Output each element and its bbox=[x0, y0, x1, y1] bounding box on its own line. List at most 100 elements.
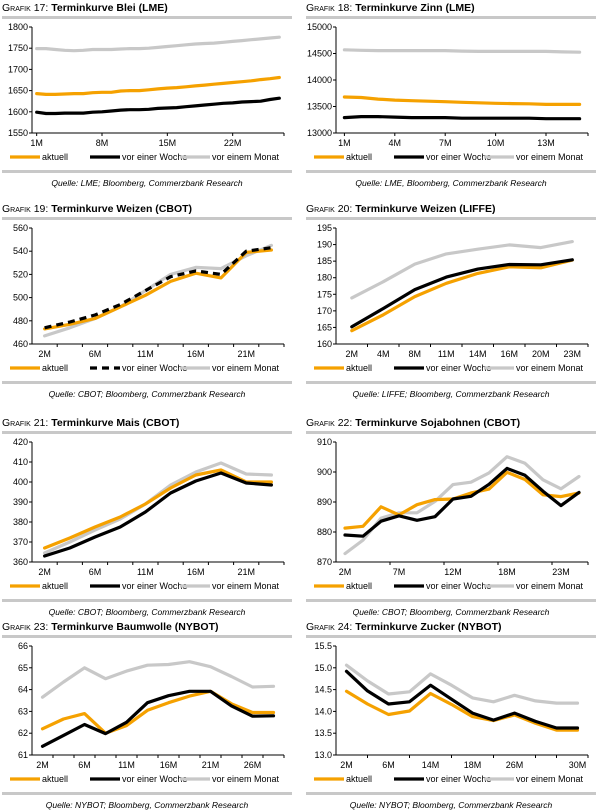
chart-title: Grafik 20: Terminkurve Weizen (LIFFE) bbox=[306, 203, 596, 216]
title-text: Terminkurve Mais (CBOT) bbox=[51, 417, 180, 429]
x-tick-label: 8M bbox=[96, 138, 109, 148]
y-tick-label: 1650 bbox=[8, 86, 28, 96]
y-tick-label: 480 bbox=[13, 316, 28, 326]
chart-panel-g24: Grafik 24: Terminkurve Zucker (NYBOT) 13… bbox=[306, 621, 596, 811]
x-tick-label: 2M bbox=[339, 567, 352, 577]
series-line-woche bbox=[344, 669, 580, 730]
y-tick-label: 195 bbox=[317, 223, 332, 233]
chart-panel-g23: Grafik 23: Terminkurve Baumwolle (NYBOT)… bbox=[2, 621, 292, 811]
title-prefix: Grafik bbox=[2, 417, 31, 429]
x-tick-label: 6M bbox=[78, 760, 91, 770]
y-tick-label: 360 bbox=[13, 557, 28, 567]
chart-panel-g18: Grafik 18: Terminkurve Zinn (LME) 13000 1… bbox=[306, 2, 596, 189]
legend-label-woche: vor einer Woche bbox=[122, 363, 187, 373]
chart-title: Grafik 17: Terminkurve Blei (LME) bbox=[2, 2, 292, 15]
y-tick-label: 170 bbox=[317, 306, 332, 316]
y-tick-label: 65 bbox=[18, 663, 28, 673]
chart-title: Grafik 21: Terminkurve Mais (CBOT) bbox=[2, 417, 292, 430]
y-tick-label: 1750 bbox=[8, 43, 28, 53]
x-tick-label: 11M bbox=[438, 349, 455, 359]
x-tick-label: 1M bbox=[338, 138, 351, 148]
legend-label-monat: vor einem Monat bbox=[516, 581, 584, 591]
chart-source: Quelle: LIFFE; Bloomberg, Commerzbank Re… bbox=[352, 389, 550, 399]
title-number: 23: bbox=[33, 621, 49, 633]
y-tick-label: 160 bbox=[317, 339, 332, 349]
y-tick-label: 14.5 bbox=[314, 685, 332, 695]
legend-label-aktuell: aktuell bbox=[42, 363, 68, 373]
y-tick-label: 15.5 bbox=[314, 641, 332, 651]
x-tick-label: 1M bbox=[30, 138, 43, 148]
y-tick-label: 14500 bbox=[307, 49, 332, 59]
footer-rule bbox=[306, 170, 596, 173]
chart-title: Grafik 18: Terminkurve Zinn (LME) bbox=[306, 2, 596, 15]
x-tick-label: 23M bbox=[552, 567, 570, 577]
legend-label-monat: vor einem Monat bbox=[516, 363, 584, 373]
title-text: Terminkurve Baumwolle (NYBOT) bbox=[51, 621, 219, 633]
chart-panel-g21: Grafik 21: Terminkurve Mais (CBOT) 360 37… bbox=[2, 417, 292, 618]
x-tick-label: 4M bbox=[389, 138, 402, 148]
legend-label-woche: vor einer Woche bbox=[426, 774, 491, 784]
x-tick-label: 10M bbox=[487, 138, 505, 148]
chart-source: Quelle: CBOT; Bloomberg, Commerzbank Res… bbox=[352, 607, 550, 617]
line-chart-zinn: 13000 13500 14000 14500 15000 1M 4M 7M 10M 13M akt… bbox=[307, 22, 589, 162]
y-tick-label: 66 bbox=[18, 641, 28, 651]
y-tick-label: 370 bbox=[13, 537, 28, 547]
footer-rule bbox=[306, 381, 596, 384]
footer-rule bbox=[2, 170, 292, 173]
title-number: 20: bbox=[337, 203, 353, 215]
y-tick-label: 185 bbox=[317, 256, 332, 266]
x-tick-label: 7M bbox=[393, 567, 406, 577]
legend-label-aktuell: aktuell bbox=[346, 152, 372, 162]
title-rule bbox=[306, 635, 596, 638]
x-tick-label: 14M bbox=[422, 760, 440, 770]
title-prefix: Grafik bbox=[2, 203, 31, 215]
legend-label-monat: vor einem Monat bbox=[212, 774, 280, 784]
series-line-woche bbox=[350, 258, 574, 329]
legend-label-monat: vor einem Monat bbox=[212, 581, 280, 591]
x-tick-label: 2M bbox=[345, 349, 358, 359]
series-line-woche bbox=[343, 466, 581, 538]
chart-source: Quelle: LME; Bloomberg, Commerzbank Rese… bbox=[51, 178, 243, 188]
x-tick-label: 16M bbox=[500, 349, 518, 359]
series-line-woche bbox=[42, 471, 273, 558]
y-tick-label: 540 bbox=[13, 246, 28, 256]
chart-title: Grafik 23: Terminkurve Baumwolle (NYBOT) bbox=[2, 621, 292, 634]
y-tick-label: 14000 bbox=[307, 75, 332, 85]
line-chart-mais: 360 370 380 390 400 410 420 2M 6M 11M 16M 21M aktuel… bbox=[10, 437, 285, 591]
x-tick-label: 12M bbox=[444, 567, 462, 577]
x-tick-label: 2M bbox=[340, 760, 353, 770]
x-tick-label: 21M bbox=[237, 349, 255, 359]
chart-source: Quelle: CBOT; Bloomberg, Commerzbank Res… bbox=[48, 389, 246, 399]
title-rule bbox=[2, 217, 292, 220]
y-tick-label: 64 bbox=[18, 685, 28, 695]
x-tick-label: 18M bbox=[464, 760, 482, 770]
x-tick-label: 26M bbox=[244, 760, 262, 770]
y-tick-label: 880 bbox=[317, 527, 332, 537]
series-line-aktuell bbox=[350, 258, 574, 333]
title-number: 24: bbox=[337, 621, 353, 633]
title-prefix: Grafik bbox=[306, 621, 335, 633]
series-line-woche bbox=[35, 96, 281, 116]
series-line-monat bbox=[350, 240, 574, 300]
x-tick-label: 6M bbox=[382, 760, 395, 770]
legend-label-monat: vor einem Monat bbox=[516, 774, 584, 784]
footer-rule bbox=[2, 792, 292, 795]
legend-label-woche: vor einer Woche bbox=[122, 152, 187, 162]
footer-rule bbox=[2, 599, 292, 602]
legend-label-woche: vor einer Woche bbox=[122, 774, 187, 784]
y-tick-label: 175 bbox=[317, 289, 332, 299]
legend-label-woche: vor einer Woche bbox=[426, 152, 491, 162]
title-text: Terminkurve Weizen (CBOT) bbox=[51, 203, 193, 215]
line-chart-blei: 1550 1600 1650 1700 1750 1800 1M 8M 15M 22M aktuel… bbox=[8, 22, 285, 162]
series-line-monat bbox=[40, 660, 276, 699]
title-rule bbox=[306, 217, 596, 220]
chart-title: Grafik 22: Terminkurve Sojabohnen (CBOT) bbox=[306, 417, 596, 430]
x-tick-label: 14M bbox=[469, 349, 487, 359]
x-tick-label: 11M bbox=[137, 567, 154, 577]
title-rule bbox=[2, 16, 292, 19]
y-tick-label: 400 bbox=[13, 477, 28, 487]
title-prefix: Grafik bbox=[306, 203, 335, 215]
series-line-monat bbox=[344, 663, 580, 705]
title-number: 18: bbox=[337, 2, 353, 14]
x-tick-label: 4M bbox=[377, 349, 390, 359]
